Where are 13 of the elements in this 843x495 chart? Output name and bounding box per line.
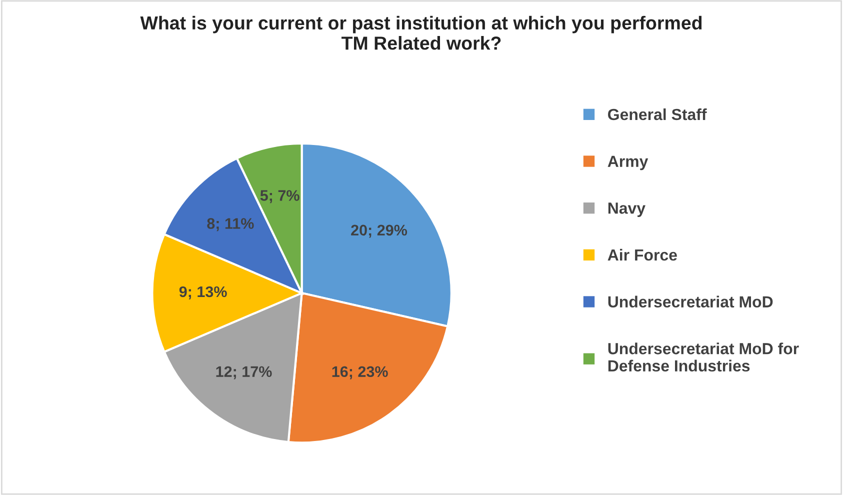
data-label: 12; 17% [216,366,272,380]
legend-label: Air Force [608,248,677,261]
legend-label: Army [608,156,648,170]
data-label: 20; 29% [351,224,408,238]
legend-label: General Staff [608,108,707,120]
data-label: 8; 11% [207,218,254,232]
legend-label: Navy [608,202,646,217]
data-label: 5; 7% [260,190,300,204]
legend-label: Undersecretariat MoD [608,296,773,308]
legend-label: Undersecretariat MoD for Defense Industries [608,342,799,372]
data-label: 16; 23% [332,366,388,380]
chart-title: What is your current or past institution at which you performed TM Related work? [140,16,702,50]
data-label: 9; 13% [179,286,227,300]
